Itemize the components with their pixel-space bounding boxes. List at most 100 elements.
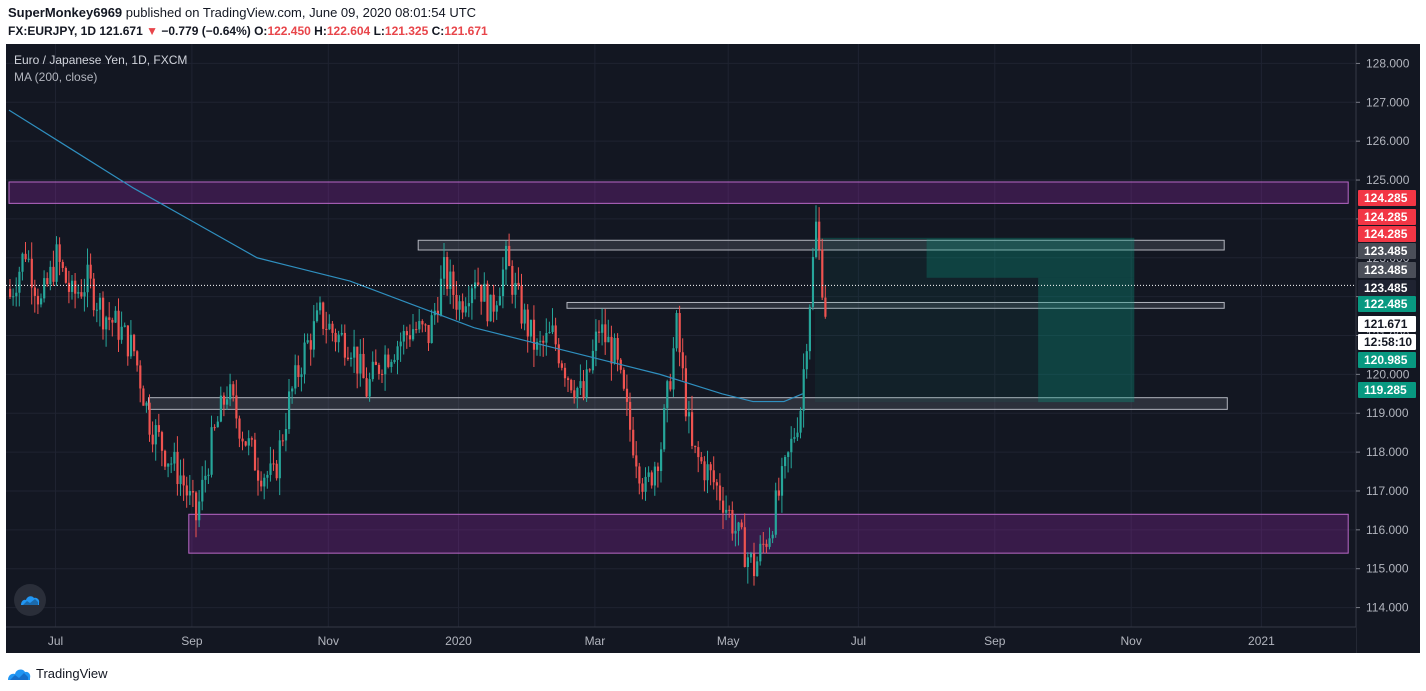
candle-body (594, 331, 598, 351)
time-tick-label: Mar (585, 634, 606, 648)
footer: TradingView (0, 658, 1426, 691)
candle-body (746, 557, 749, 568)
candle-body (353, 346, 356, 358)
candle-body (92, 278, 95, 311)
candle-body (309, 340, 312, 350)
candle-body (477, 282, 480, 285)
close-value: 121.671 (444, 24, 488, 38)
footer-brand[interactable]: TradingView (6, 662, 1420, 686)
candle-body (765, 543, 768, 547)
candle-body (672, 348, 675, 390)
candle-body (613, 338, 616, 364)
candle-body (278, 440, 281, 479)
candle-body (77, 292, 80, 294)
candle-body (762, 543, 765, 545)
candle-body (446, 257, 449, 290)
chart-legend: Euro / Japanese Yen, 1D, FXCM MA (200, c… (14, 52, 187, 86)
candle-body (495, 305, 498, 312)
time-axis (6, 627, 1356, 653)
candle-body (222, 395, 226, 405)
candle-body (393, 359, 396, 362)
candle-body (179, 475, 182, 485)
candle-body (322, 302, 325, 329)
candle-body (647, 472, 650, 477)
candle-body (191, 491, 195, 493)
candle-body (486, 283, 489, 322)
footer-brand-text: TradingView (36, 666, 108, 681)
candle-body (291, 388, 294, 392)
candle-body (774, 490, 777, 535)
candle-body (653, 466, 656, 486)
candle-body (731, 510, 734, 534)
price-label-badge (1358, 226, 1416, 242)
candle-body (756, 561, 759, 577)
candle-body (743, 527, 746, 568)
candle-body (105, 317, 108, 330)
ma-200-line (8, 109, 803, 403)
profit-zone-outer (815, 237, 1135, 403)
time-tick-label: Sep (181, 634, 203, 648)
candle-body (331, 323, 334, 333)
candle-body (616, 338, 619, 360)
tradingview-badge[interactable] (14, 584, 46, 616)
tradingview-logo-icon (8, 669, 31, 680)
candle-body (421, 321, 424, 325)
instrument-title[interactable]: Euro / Japanese Yen, 1D, FXCM (14, 53, 188, 67)
candle-body (21, 253, 24, 272)
indicator-title[interactable]: MA (200, close) (14, 70, 98, 84)
candle-body (207, 474, 210, 476)
candle-body (511, 265, 514, 295)
price-tick-label: 120.000 (1366, 367, 1410, 381)
candle-body (362, 353, 365, 379)
candle-body (337, 334, 340, 343)
close-label: C: (431, 24, 445, 38)
candle-body (328, 323, 331, 330)
candle-body (374, 361, 377, 365)
candle-body (492, 294, 495, 312)
candle-body (368, 379, 371, 397)
candle-body (275, 463, 278, 479)
candle-body (95, 309, 98, 311)
candle-body (185, 485, 188, 496)
candle-body (498, 296, 501, 306)
chart-area[interactable]: 114.000 115.000 116.000 117.000 118.000 119.0… (6, 44, 1420, 653)
candle-body (771, 534, 774, 539)
candle-body (436, 310, 439, 316)
candle-body (480, 284, 483, 302)
time-tick-label: 2020 (445, 634, 472, 648)
candle-body (439, 278, 443, 316)
candle-body (805, 351, 808, 370)
price-label-badge (1358, 190, 1416, 206)
price-label-text: 124.285 (1364, 191, 1408, 205)
candle-body (684, 368, 687, 417)
candle-body (610, 336, 613, 364)
candle-body (300, 374, 303, 378)
candle-body (154, 425, 157, 445)
candle-body (83, 292, 86, 297)
candle-body (334, 332, 337, 343)
candle-body (650, 472, 653, 486)
candle-body (703, 461, 706, 481)
candle-body (749, 553, 753, 558)
candle-body (74, 280, 77, 294)
price-label-badge (1358, 296, 1416, 312)
candle-body (346, 357, 350, 360)
candle-body (377, 364, 381, 374)
candle-body (430, 315, 433, 344)
price-chart[interactable]: 114.000 115.000 116.000 117.000 118.000 119.0… (6, 44, 1420, 653)
candle-body (784, 456, 787, 467)
candle-body (201, 479, 204, 502)
candle-body (160, 432, 164, 451)
candle-body (111, 319, 114, 323)
symbol-label[interactable]: FX:EURJPY, 1D (8, 24, 97, 38)
candle-body (120, 326, 123, 340)
candle-body (257, 470, 260, 481)
price-tick-label: 119.000 (1366, 406, 1409, 420)
candle-body (340, 332, 343, 335)
candle-body (61, 261, 64, 268)
candle-body (629, 401, 632, 430)
author-name[interactable]: SuperMonkey6969 (8, 5, 123, 20)
price-tick-label: 125.000 (1366, 173, 1410, 187)
candle-body (793, 437, 796, 439)
profit-zone-2 (926, 238, 1135, 278)
